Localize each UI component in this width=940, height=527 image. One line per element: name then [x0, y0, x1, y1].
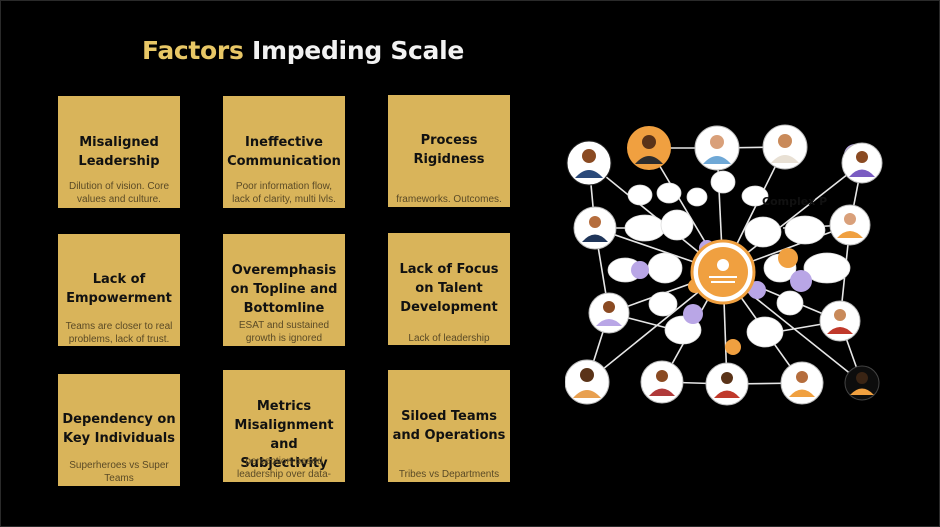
title-rest: Impeding Scale	[243, 36, 465, 65]
person-node	[844, 365, 880, 401]
person-node	[841, 142, 883, 184]
card-heading: Ineffective Communication	[227, 135, 341, 169]
card-description: Dilution of vision. Core values and cult…	[68, 181, 170, 205]
card-heading: Siloed Teams and Operations	[392, 409, 506, 443]
card-description: frameworks. Outcomes.	[396, 194, 502, 205]
person-node	[780, 361, 824, 405]
card-heading: Process Rigidness	[413, 133, 485, 167]
person-node	[573, 206, 617, 250]
person-node	[705, 362, 749, 406]
person-node	[829, 204, 871, 246]
factor-card-dependency: Dependency on Key Individuals Superheroe…	[58, 374, 180, 486]
title-accent: Factors	[142, 36, 244, 65]
card-description: Poor information flow, lack of clarity, …	[232, 181, 336, 205]
factor-card-overemphasis: Overemphasis on Topline and Bottomline E…	[223, 234, 345, 346]
card-heading: Lack of Empowerment	[66, 272, 172, 306]
network-illustration: Complex P	[565, 124, 883, 406]
card-description: Superheroes vs Super Teams	[69, 460, 169, 484]
slide-title: Factors Impeding Scale	[142, 36, 464, 65]
person-node	[694, 125, 740, 171]
illustration-overlay-text: Complex P	[762, 195, 827, 208]
card-heading: Overemphasis on Topline and Bottomline	[230, 263, 338, 316]
person-node	[640, 360, 684, 404]
card-description: ESAT and sustained growth is ignored	[238, 320, 330, 344]
card-description: Lack of leadership pipeline	[408, 333, 490, 344]
person-node	[566, 140, 612, 186]
person-node	[565, 359, 610, 405]
card-heading: Misaligned Leadership	[78, 135, 160, 169]
person-node	[627, 126, 671, 170]
factor-card-misaligned-leadership: Misaligned Leadership Dilution of vision…	[58, 96, 180, 208]
card-description: Teams are closer to real problems, lack …	[65, 321, 173, 345]
factor-card-ineffective-communication: Ineffective Communication Poor informati…	[223, 96, 345, 208]
factor-card-process-rigidness: Process Rigidness frameworks. Outcomes.	[388, 95, 510, 207]
person-node	[588, 292, 630, 334]
factor-card-metrics-misalignment: Metrics Misalignment and Subjectivity pe…	[223, 370, 345, 482]
card-heading: Dependency on Key Individuals	[62, 412, 176, 446]
factor-card-siloed-teams: Siloed Teams and Operations Tribes vs De…	[388, 370, 510, 482]
card-heading: Lack of Focus on Talent Development	[399, 262, 499, 315]
person-node	[762, 124, 808, 170]
person-node	[819, 300, 861, 342]
factor-card-lack-of-empowerment: Lack of Empowerment Teams are closer to …	[58, 234, 180, 346]
card-heading: Metrics Misalignment and Subjectivity	[234, 399, 334, 471]
card-description: Tribes vs Departments	[398, 469, 500, 480]
card-description: perception-based leadership over data-dr…	[237, 456, 331, 480]
factor-card-talent-development: Lack of Focus on Talent Development Lack…	[388, 233, 510, 345]
